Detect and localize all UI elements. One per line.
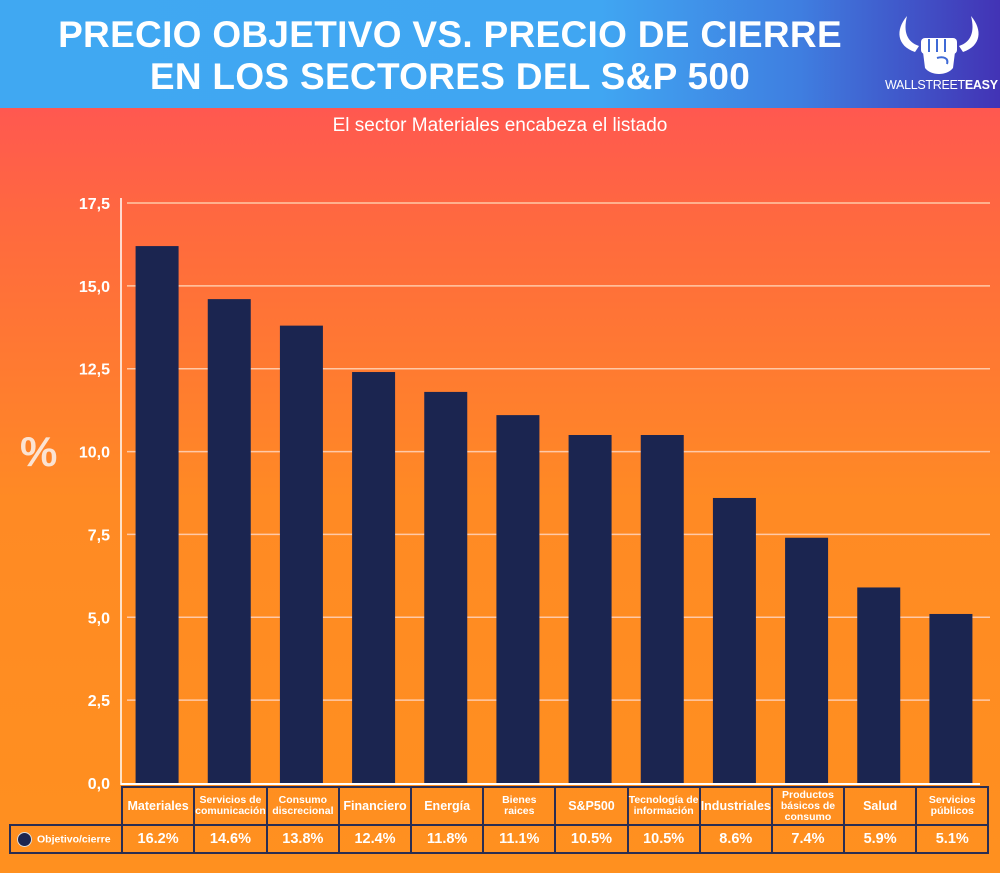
logo-text-bold: EASY xyxy=(964,78,998,92)
bar-0 xyxy=(135,246,179,784)
bar-9 xyxy=(785,537,829,783)
header-line: consumo xyxy=(784,810,832,823)
bar-2 xyxy=(279,325,323,783)
title-line-2: EN LOS SECTORES DEL S&P 500 xyxy=(149,56,751,97)
bar-1 xyxy=(207,299,251,783)
header-banner: PRECIO OBJETIVO VS. PRECIO DE CIERRE EN … xyxy=(0,0,1000,108)
data-table: Materiales Servicios de comunicación Consum… xyxy=(9,786,990,854)
table-header-cell: Servicios públicos xyxy=(915,786,990,826)
table-value-cell: 5.1% xyxy=(915,824,990,854)
table-header-cell: Materiales xyxy=(120,786,196,826)
legend-cell: Objetivo/cierre xyxy=(9,824,123,854)
legend-label: Objetivo/cierre xyxy=(37,832,111,845)
header-line: básicos de xyxy=(780,799,836,812)
table-value-row: Objetivo/cierre 16.2% 14.6% 13.8% 12.4% 11.8… xyxy=(9,824,990,854)
table-value-cell: 10.5% xyxy=(554,824,629,854)
y-tick-label: 10,0 xyxy=(79,445,110,462)
table-value-cell: 12.4% xyxy=(337,824,413,854)
header-line: comunicación xyxy=(195,805,266,817)
header-line: raices xyxy=(504,805,535,817)
table-value-cell: 11.8% xyxy=(410,824,485,854)
bar-5 xyxy=(496,415,540,783)
chart-title: PRECIO OBJETIVO VS. PRECIO DE CIERRE EN … xyxy=(0,14,900,98)
bar-11 xyxy=(929,613,973,783)
y-tick-label: 0,0 xyxy=(88,776,110,793)
y-tick-label: 15,0 xyxy=(79,279,110,296)
table-header-cell: Bienes raices xyxy=(482,786,557,826)
table-value-cell: 11.1% xyxy=(482,824,557,854)
table-header-cell: Tecnología de información xyxy=(626,786,701,826)
header-line: Financiero xyxy=(343,798,407,813)
bar-8 xyxy=(712,497,756,783)
table-value-cell: 10.5% xyxy=(626,824,701,854)
header-line: Materiales xyxy=(127,798,189,813)
y-tick-label: 17,5 xyxy=(79,196,110,213)
header-line: discrecional xyxy=(272,805,334,817)
table-header-cell: Industriales xyxy=(698,786,773,826)
chart-subtitle: El sector Materiales encabeza el listado xyxy=(332,115,668,136)
table-value-cell: 14.6% xyxy=(193,824,268,854)
header-line: Servicios de xyxy=(199,794,262,806)
header-line: Productos xyxy=(781,788,834,801)
header-line: Industriales xyxy=(700,798,771,813)
header-line: públicos xyxy=(930,805,974,817)
table-value-cell: 7.4% xyxy=(770,824,846,854)
header-line: Bienes xyxy=(502,794,537,806)
header-line: S&P500 xyxy=(568,798,615,813)
table-value-cell: 5.9% xyxy=(843,824,918,854)
table-value-cell: 13.8% xyxy=(265,824,340,854)
table-value-cell: 8.6% xyxy=(698,824,773,854)
y-tick-label: 2,5 xyxy=(88,693,110,710)
series-dot-icon xyxy=(17,831,32,847)
bar-4 xyxy=(424,391,468,783)
table-header-cell: Consumo discrecional xyxy=(265,786,340,826)
y-axis-label: % xyxy=(20,428,58,475)
table-header-cell: Energía xyxy=(410,786,485,826)
bull-fist-icon xyxy=(899,16,979,74)
table-header-cell: S&P500 xyxy=(554,786,629,826)
header-line: Consumo xyxy=(278,794,328,806)
header-line: Salud xyxy=(863,798,898,813)
y-tick-label: 12,5 xyxy=(79,362,110,379)
y-tick-label: 7,5 xyxy=(88,527,110,544)
table-corner xyxy=(10,787,122,825)
title-line-1: PRECIO OBJETIVO VS. PRECIO DE CIERRE xyxy=(58,14,842,55)
header-line: Servicios xyxy=(928,794,976,806)
logo-text: WALLSTREETEASY xyxy=(885,78,998,92)
table-header-cell: Productos básicos de consumo xyxy=(770,786,846,826)
bar-10 xyxy=(857,587,901,783)
table-header-row: Materiales Servicios de comunicación Consum… xyxy=(10,786,990,826)
table-header-cell: Salud xyxy=(843,786,918,826)
header-line: Energía xyxy=(424,798,471,813)
table-header-cell: Financiero xyxy=(337,786,413,826)
wallstreeteasy-logo: WALLSTREETEASY xyxy=(885,12,998,96)
header-line: Tecnología de xyxy=(628,794,699,806)
y-tick-label: 5,0 xyxy=(88,610,110,627)
table-value-cell: 16.2% xyxy=(120,824,196,854)
bar-3 xyxy=(352,372,396,783)
bar-7 xyxy=(640,435,684,783)
logo-text-light: WALLSTREET xyxy=(885,78,965,92)
table-header-cell: Servicios de comunicación xyxy=(193,786,268,826)
bar-6 xyxy=(568,435,612,783)
header-line: información xyxy=(633,805,694,817)
